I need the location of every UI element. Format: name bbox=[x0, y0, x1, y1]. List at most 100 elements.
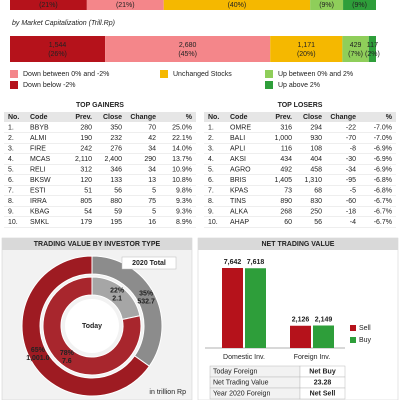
table-cell: 232 bbox=[110, 135, 122, 142]
table-cell: 10. bbox=[8, 219, 18, 226]
total-box bbox=[121, 256, 177, 270]
bar bbox=[290, 325, 311, 348]
table-header: No. bbox=[8, 114, 19, 121]
table-cell: 10.9% bbox=[172, 166, 192, 173]
legend-swatch bbox=[10, 81, 18, 89]
table-cell: -22 bbox=[346, 124, 356, 131]
table-cell: 73 bbox=[284, 187, 292, 194]
legend-swatch bbox=[350, 325, 356, 331]
table-cell: -6.8% bbox=[374, 187, 392, 194]
table-cell: 3. bbox=[208, 145, 214, 152]
table-cell: 34 bbox=[148, 145, 156, 152]
table-cell: 42 bbox=[148, 135, 156, 142]
table-header: Code bbox=[230, 114, 248, 121]
table-header: Change bbox=[130, 114, 156, 121]
table-cell: 2. bbox=[208, 135, 214, 142]
value-label: 2.1 bbox=[112, 296, 122, 303]
bar-segment bbox=[270, 36, 343, 62]
table-cell: 3. bbox=[8, 145, 14, 152]
table-cell: BALI bbox=[230, 135, 245, 142]
table-cell: 195 bbox=[110, 219, 122, 226]
value-label: (21%) bbox=[39, 2, 58, 9]
table-cell: 2,110 bbox=[75, 156, 92, 163]
bar-segment bbox=[105, 36, 271, 62]
table-cell: AKSI bbox=[230, 156, 246, 163]
table-cell: -6.9% bbox=[374, 156, 392, 163]
table-cell: Year 2020 Foreign bbox=[213, 390, 270, 397]
table-cell: 280 bbox=[80, 124, 92, 131]
table-cell: 25.0% bbox=[172, 124, 192, 131]
table-header: No. bbox=[208, 114, 219, 121]
pct-label: (26%) bbox=[48, 51, 67, 58]
total-label: 2020 Total bbox=[132, 260, 166, 267]
value-label: 532.7 bbox=[137, 299, 155, 306]
table-cell: 268 bbox=[280, 208, 292, 215]
left-panel-header bbox=[2, 238, 192, 250]
table-cell: -8 bbox=[350, 145, 356, 152]
table-cell: -4 bbox=[350, 219, 356, 226]
table-cell: 68 bbox=[314, 187, 322, 194]
pct-label: (7%) bbox=[348, 51, 363, 58]
table-cell: 7. bbox=[8, 187, 14, 194]
table-header: Change bbox=[330, 114, 356, 121]
table-cell: 116 bbox=[281, 145, 292, 152]
table-cell: ALKA bbox=[230, 208, 248, 215]
table-cell: 16 bbox=[148, 219, 156, 226]
subtitle: by Market Capitalization (Trill.Rp) bbox=[12, 20, 115, 27]
table-cell: 830 bbox=[310, 198, 322, 205]
table-cell: 350 bbox=[110, 124, 122, 131]
value-label: (40%) bbox=[228, 2, 247, 9]
table-cell: 458 bbox=[310, 166, 322, 173]
table-cell: BBYB bbox=[30, 124, 49, 131]
legend-swatch bbox=[350, 337, 356, 343]
value-label: (21%) bbox=[116, 2, 135, 9]
table-cell: -6.8% bbox=[374, 177, 392, 184]
legend-label: Sell bbox=[359, 325, 371, 332]
table-cell: AHAP bbox=[230, 219, 249, 226]
table-cell: TINS bbox=[230, 198, 246, 205]
table-cell: 13.7% bbox=[172, 156, 192, 163]
table-cell: 60 bbox=[284, 219, 292, 226]
table-cell: 805 bbox=[80, 198, 92, 205]
right-panel-header bbox=[198, 238, 398, 250]
bar-segment bbox=[368, 36, 376, 62]
table-cell: 10.8% bbox=[172, 177, 192, 184]
table-header: % bbox=[186, 114, 193, 121]
table-cell: 1,000 bbox=[274, 135, 292, 142]
panel-title: TRADING VALUE BY INVESTOR TYPE bbox=[34, 241, 161, 248]
value-label: 7.6 bbox=[62, 358, 72, 365]
table-header: Prev. bbox=[275, 114, 292, 121]
table-cell: KPAS bbox=[230, 187, 248, 194]
value-label: (9%) bbox=[319, 2, 334, 9]
value-label: 1,544 bbox=[49, 42, 67, 49]
table-cell: -5 bbox=[350, 187, 356, 194]
table-cell: 250 bbox=[310, 208, 322, 215]
pct-label: (45%) bbox=[178, 51, 197, 58]
legend-label: Up between 0% and 2% bbox=[278, 71, 353, 78]
table-cell: 13 bbox=[148, 177, 156, 184]
table-cell: FIRE bbox=[30, 145, 46, 152]
table-cell: 5 bbox=[152, 187, 156, 194]
table-cell: RELI bbox=[30, 166, 46, 173]
table-cell: BKSW bbox=[30, 177, 51, 184]
table-cell: 890 bbox=[280, 198, 292, 205]
legend-swatch bbox=[265, 81, 273, 89]
table-cell: 1,405 bbox=[274, 177, 292, 184]
table-cell: 2,400 bbox=[104, 156, 122, 163]
table-cell: 9.3% bbox=[176, 198, 192, 205]
table-cell: 23.28 bbox=[314, 379, 332, 386]
pct-label: 35% bbox=[139, 291, 154, 298]
bar-segment bbox=[310, 0, 344, 10]
table-cell: OMRE bbox=[230, 124, 251, 131]
table-header: Prev. bbox=[75, 114, 92, 121]
table-cell: AGRO bbox=[230, 166, 251, 173]
table-cell: 5 bbox=[152, 208, 156, 215]
table-cell: KBAG bbox=[30, 208, 49, 215]
table-cell: -70 bbox=[346, 135, 356, 142]
table-cell: 6. bbox=[8, 177, 14, 184]
table-cell: -6.7% bbox=[374, 208, 392, 215]
table-cell: 492 bbox=[280, 166, 292, 173]
table-cell: 6. bbox=[208, 177, 214, 184]
